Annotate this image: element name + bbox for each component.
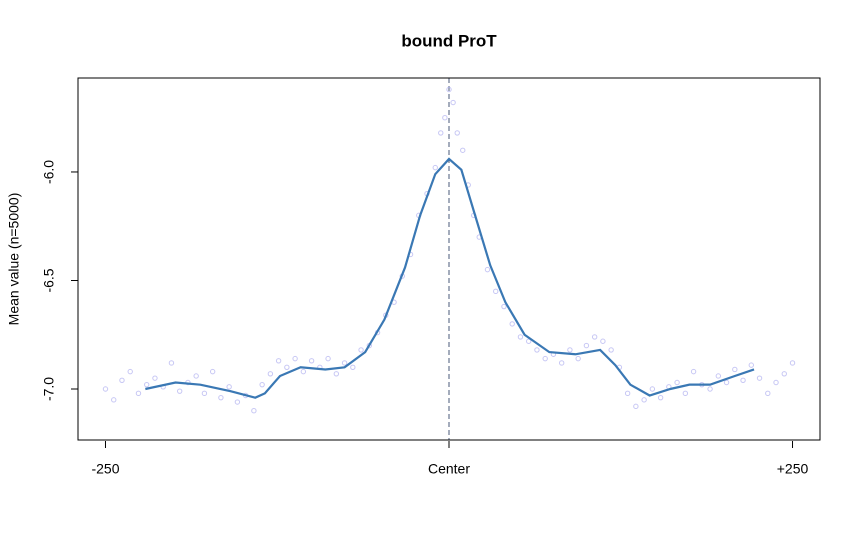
point [756,375,763,381]
chart-title: bound ProT [401,31,497,50]
point [781,371,787,377]
plot-frame [77,77,821,441]
point [542,355,548,362]
point [567,347,573,353]
y-axis-label: Mean value (n=5000) [6,193,22,326]
point [450,99,456,106]
point [446,86,452,93]
point [358,347,364,353]
point [509,321,515,327]
point [111,397,117,403]
point [641,397,647,403]
point [438,130,444,136]
point [152,375,158,381]
point [432,164,438,171]
point [583,342,590,349]
point [740,377,746,384]
point [300,368,307,375]
point [723,379,730,386]
point [534,347,540,353]
point [127,368,133,375]
point [707,386,713,392]
point [575,355,581,362]
point [275,358,282,364]
point [732,366,738,373]
point [168,360,175,366]
point [657,394,664,401]
line [145,157,755,399]
point [135,390,142,397]
point [715,373,722,379]
point [193,373,199,379]
point [591,334,598,340]
point [251,408,257,414]
point [454,130,460,136]
point [682,390,689,397]
point [284,364,290,370]
point [218,394,224,401]
y-tick-label: -6.0 [41,160,57,184]
point [773,379,779,386]
point [525,338,532,344]
point [600,338,606,344]
point [484,266,491,273]
point [633,403,639,410]
y-tick-label: -7.0 [41,377,57,401]
point [748,362,754,368]
point [201,390,208,397]
y-tick-label: -6.5 [41,268,57,292]
point [442,115,448,121]
point [493,288,499,295]
point [325,355,331,362]
point [517,334,524,340]
point [234,399,241,405]
point [608,347,614,353]
point [209,368,216,375]
point [144,381,150,388]
point [350,364,356,370]
point [308,358,315,364]
point [333,371,340,377]
x-tick-label: Center [428,461,470,477]
point [649,386,656,392]
point [259,381,265,388]
point [624,390,631,397]
point [176,388,183,394]
point [460,147,466,153]
point [789,360,796,366]
point [341,360,348,366]
point [119,377,125,384]
point [765,390,771,397]
point [267,371,274,377]
point [674,379,680,386]
x-tick-label: +250 [777,461,809,477]
point [292,355,298,362]
point [501,303,507,310]
point [102,386,109,392]
point [558,360,565,366]
point [226,384,232,390]
x-tick-label: -250 [91,461,119,477]
point [690,368,697,375]
